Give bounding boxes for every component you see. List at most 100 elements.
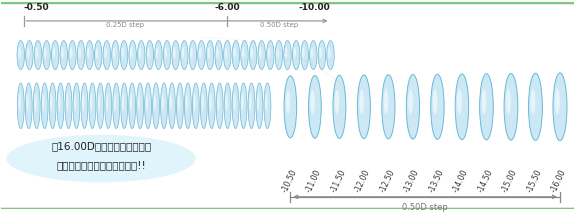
Ellipse shape [163,41,171,70]
Ellipse shape [155,41,162,70]
Ellipse shape [130,47,133,58]
Ellipse shape [319,47,322,58]
Ellipse shape [185,83,191,129]
Ellipse shape [310,47,313,58]
Ellipse shape [257,94,259,111]
Ellipse shape [217,94,220,111]
Ellipse shape [480,74,493,140]
Text: 0.50D step: 0.50D step [260,22,298,28]
Text: 国内ワンデーではピュアだけ!!: 国内ワンデーではピュアだけ!! [56,160,146,170]
Ellipse shape [173,47,175,58]
Ellipse shape [17,41,25,70]
Ellipse shape [206,41,214,70]
Text: -12.50: -12.50 [378,168,397,194]
Ellipse shape [6,135,196,182]
Ellipse shape [50,94,52,111]
Ellipse shape [250,41,257,70]
Ellipse shape [77,41,85,70]
Ellipse shape [225,47,227,58]
Ellipse shape [284,76,297,138]
Ellipse shape [129,41,136,70]
Ellipse shape [17,83,24,129]
Ellipse shape [335,90,339,114]
Ellipse shape [97,83,104,129]
Ellipse shape [504,73,518,140]
Ellipse shape [208,47,210,58]
Ellipse shape [457,89,462,114]
Ellipse shape [310,90,315,114]
Text: 0.25D step: 0.25D step [106,22,144,28]
Ellipse shape [104,47,107,58]
Ellipse shape [265,94,267,111]
Ellipse shape [90,94,93,111]
Ellipse shape [216,83,223,129]
Ellipse shape [58,94,60,111]
Ellipse shape [168,83,175,129]
Ellipse shape [178,94,180,111]
Text: -10.00: -10.00 [299,3,331,12]
Ellipse shape [49,83,56,129]
Ellipse shape [137,94,140,111]
Ellipse shape [189,41,197,70]
Ellipse shape [232,83,239,129]
Ellipse shape [528,73,542,140]
Ellipse shape [33,83,40,129]
Ellipse shape [164,47,167,58]
Ellipse shape [25,83,32,129]
Ellipse shape [68,41,76,70]
Ellipse shape [200,83,207,129]
Ellipse shape [34,41,42,70]
Ellipse shape [137,41,145,70]
Ellipse shape [81,83,88,129]
Ellipse shape [42,94,45,111]
Ellipse shape [233,94,236,111]
Text: -11.00: -11.00 [305,168,323,194]
Ellipse shape [112,41,119,70]
Ellipse shape [74,94,76,111]
Ellipse shape [82,94,85,111]
Text: -16.00: -16.00 [550,168,568,194]
Ellipse shape [35,47,38,58]
Ellipse shape [258,41,266,70]
Ellipse shape [201,94,204,111]
Ellipse shape [145,83,152,129]
Ellipse shape [182,47,184,58]
Ellipse shape [302,47,305,58]
Ellipse shape [137,83,144,129]
Ellipse shape [233,47,236,58]
Ellipse shape [70,47,72,58]
Ellipse shape [284,41,291,70]
Ellipse shape [224,41,231,70]
Ellipse shape [358,75,370,139]
Ellipse shape [193,94,196,111]
Ellipse shape [309,41,317,70]
Ellipse shape [177,83,183,129]
Ellipse shape [78,47,81,58]
Ellipse shape [328,47,331,58]
Ellipse shape [89,83,96,129]
Text: -13.50: -13.50 [427,168,446,194]
Ellipse shape [224,83,231,129]
Ellipse shape [309,76,321,138]
Ellipse shape [275,41,283,70]
Ellipse shape [65,83,72,129]
Ellipse shape [146,41,154,70]
Ellipse shape [139,47,141,58]
Ellipse shape [172,41,179,70]
Ellipse shape [285,47,288,58]
Text: －16.00Dまでのハイパワーは: －16.00Dまでのハイパワーは [51,141,151,151]
Text: -10.50: -10.50 [280,168,298,194]
Ellipse shape [301,41,308,70]
Ellipse shape [121,47,124,58]
Ellipse shape [225,94,228,111]
Ellipse shape [52,47,55,58]
Ellipse shape [216,47,218,58]
Ellipse shape [455,74,469,140]
Ellipse shape [41,83,48,129]
Ellipse shape [18,94,21,111]
FancyBboxPatch shape [0,3,575,209]
Text: 0.50D step: 0.50D step [402,203,448,212]
Ellipse shape [106,94,108,111]
FancyArrowPatch shape [201,37,357,97]
Ellipse shape [242,47,244,58]
